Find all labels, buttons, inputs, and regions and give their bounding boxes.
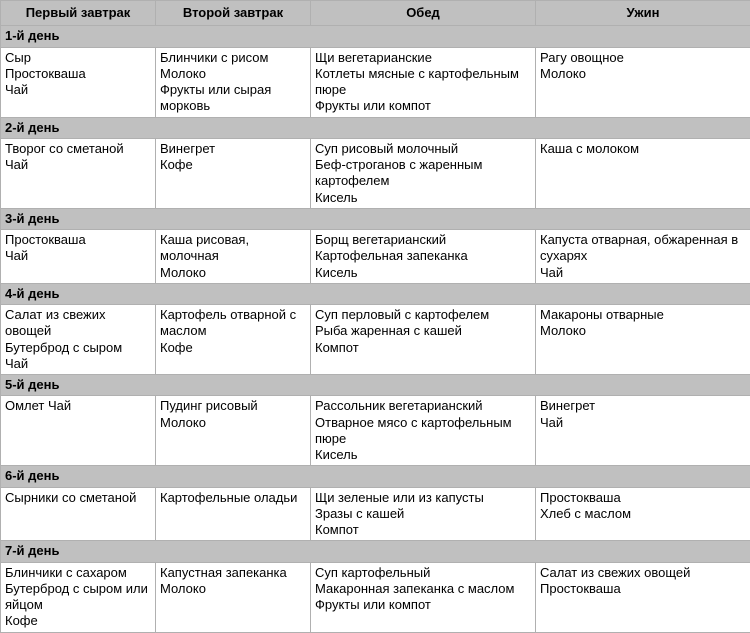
meal-cell: Суп перловый с картофелемРыба жаренная с… (311, 305, 536, 375)
meal-cell: Пудинг рисовыйМолоко (156, 396, 311, 466)
meal-cell: Салат из свежих овощейБутерброд с сыромЧ… (1, 305, 156, 375)
meal-row: Творог со сметанойЧайВинегретКофеСуп рис… (1, 138, 750, 208)
meal-row: Сырники со сметанойКартофельные оладьиЩи… (1, 487, 750, 541)
meal-cell: СырПростоквашаЧай (1, 47, 156, 117)
day-header-row: 4-й день (1, 283, 750, 304)
header-row: Первый завтрак Второй завтрак Обед Ужин (1, 1, 750, 26)
meal-cell: Борщ вегетарианскийКартофельная запеканк… (311, 230, 536, 284)
day-header-row: 3-й день (1, 208, 750, 229)
meal-row: Омлет ЧайПудинг рисовыйМолокоРассольник … (1, 396, 750, 466)
meal-cell: Суп картофельныйМакаронная запеканка с м… (311, 562, 536, 632)
meal-cell: Рассольник вегетарианскийОтварное мясо с… (311, 396, 536, 466)
meal-cell: Творог со сметанойЧай (1, 138, 156, 208)
meal-cell: Омлет Чай (1, 396, 156, 466)
day-header-row: 7-й день (1, 541, 750, 562)
day-label: 1-й день (1, 26, 750, 47)
meal-cell: Макароны отварныеМолоко (536, 305, 750, 375)
meal-cell: Щи вегетарианскиеКотлеты мясные с картоф… (311, 47, 536, 117)
meal-row: СырПростоквашаЧайБлинчики с рисомМолокоФ… (1, 47, 750, 117)
meal-plan-body: 1-й деньСырПростоквашаЧайБлинчики с рисо… (1, 26, 750, 632)
meal-cell: Блинчики с сахаромБутерброд с сыром или … (1, 562, 156, 632)
day-header-row: 2-й день (1, 117, 750, 138)
meal-cell: Рагу овощноеМолоко (536, 47, 750, 117)
meal-cell: ВинегретЧай (536, 396, 750, 466)
day-label: 2-й день (1, 117, 750, 138)
meal-cell: Картофель отварной с масломКофе (156, 305, 311, 375)
meal-cell: ПростоквашаХлеб с маслом (536, 487, 750, 541)
meal-cell: Блинчики с рисомМолокоФрукты или сырая м… (156, 47, 311, 117)
meal-cell: Сырники со сметаной (1, 487, 156, 541)
day-header-row: 5-й день (1, 375, 750, 396)
meal-cell: Щи зеленые или из капустыЗразы с кашейКо… (311, 487, 536, 541)
day-header-row: 6-й день (1, 466, 750, 487)
day-label: 7-й день (1, 541, 750, 562)
day-label: 5-й день (1, 375, 750, 396)
meal-row: Блинчики с сахаромБутерброд с сыром или … (1, 562, 750, 632)
meal-cell: Каша рисовая, молочнаяМолоко (156, 230, 311, 284)
day-label: 3-й день (1, 208, 750, 229)
col-header-dinner: Ужин (536, 1, 750, 26)
day-label: 6-й день (1, 466, 750, 487)
meal-cell: Каша с молоком (536, 138, 750, 208)
meal-cell: Картофельные оладьи (156, 487, 311, 541)
day-label: 4-й день (1, 283, 750, 304)
col-header-breakfast1: Первый завтрак (1, 1, 156, 26)
meal-row: ПростоквашаЧайКаша рисовая, молочнаяМоло… (1, 230, 750, 284)
day-header-row: 1-й день (1, 26, 750, 47)
meal-cell: Капуста отварная, обжаренная в сухаряхЧа… (536, 230, 750, 284)
meal-cell: ПростоквашаЧай (1, 230, 156, 284)
meal-cell: Салат из свежих овощейПростокваша (536, 562, 750, 632)
meal-plan-table: Первый завтрак Второй завтрак Обед Ужин … (0, 0, 750, 633)
meal-cell: Капустная запеканкаМолоко (156, 562, 311, 632)
meal-row: Салат из свежих овощейБутерброд с сыромЧ… (1, 305, 750, 375)
meal-cell: ВинегретКофе (156, 138, 311, 208)
meal-cell: Суп рисовый молочныйБеф-строганов с жаре… (311, 138, 536, 208)
col-header-breakfast2: Второй завтрак (156, 1, 311, 26)
col-header-lunch: Обед (311, 1, 536, 26)
